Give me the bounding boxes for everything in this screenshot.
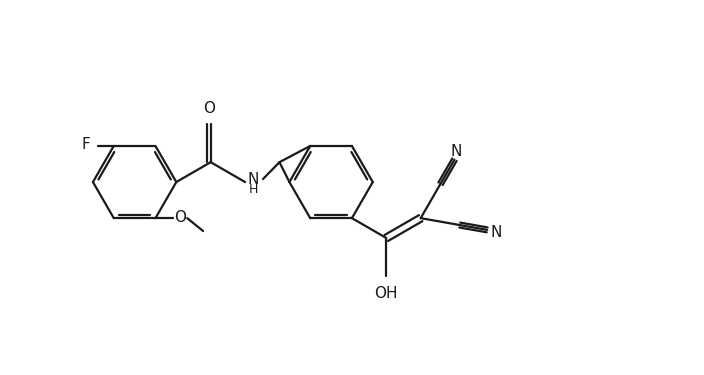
Text: N: N [491,225,502,240]
Text: F: F [81,138,90,153]
Text: H: H [249,183,258,196]
Text: N: N [451,144,462,159]
Text: OH: OH [375,286,398,301]
Text: N: N [247,172,258,187]
Text: O: O [203,100,215,116]
Text: O: O [175,210,187,225]
